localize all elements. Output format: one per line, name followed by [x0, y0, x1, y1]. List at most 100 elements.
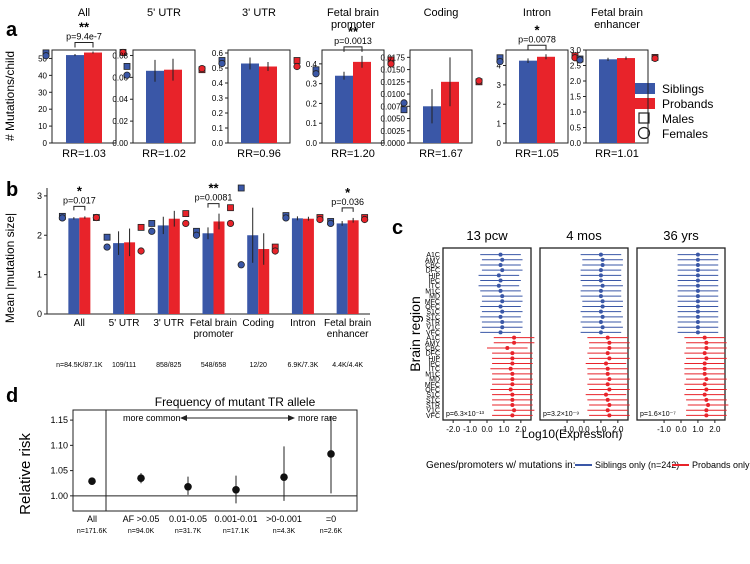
- panel-b-xtick-label: Intron: [290, 318, 316, 329]
- panel-d-point-0: All n=171.6K: [77, 477, 107, 535]
- panel-c-point-probands: [508, 387, 513, 392]
- panel-b-male-sib-marker: [237, 184, 245, 192]
- panel-a-ytick-label: 0.00: [112, 139, 128, 148]
- panel-c-region-label: IPC: [428, 278, 440, 285]
- panel-c-point-siblings: [500, 257, 505, 262]
- panel-c-region-label: ITC: [429, 366, 440, 373]
- panel-b-group-6: Fetal brain enhancer 4.4K/4.4K p=0.036*: [324, 185, 371, 369]
- panel-b-bar-probands: [213, 221, 225, 314]
- panel-a-bar-siblings: [599, 59, 617, 143]
- panel-c-point-probands: [607, 387, 612, 392]
- panel-a-ytick-label: 1: [497, 120, 502, 129]
- panel-c-point-siblings: [498, 314, 503, 319]
- panel-c-point-probands: [510, 403, 515, 408]
- panel-a-ytick-label: 40: [38, 71, 47, 80]
- panel-d-plot: 1.00 1.05 1.10 1.15 All n=171.6K AF >0.05 n=94.…: [50, 409, 358, 535]
- panel-a-ytick-label: 0.4: [212, 79, 224, 88]
- panel-a-female-pro-marker: [651, 54, 659, 62]
- panel-b-pvalue: p=0.0081: [195, 193, 233, 203]
- panel-c-xtick-label: -1.0: [560, 425, 574, 434]
- panel-b-bar-siblings: [202, 233, 214, 314]
- legend-females-label: Females: [662, 127, 708, 141]
- panel-c-point-siblings: [496, 283, 501, 288]
- panel-b-xtick-label: Coding: [242, 318, 274, 329]
- panel-a-female-sib-marker: [42, 52, 50, 60]
- panel-c-xtick-label: 2.0: [709, 425, 721, 434]
- panel-b-n-label: 858/825: [156, 362, 181, 369]
- panel-c-point-siblings: [598, 309, 603, 314]
- panel-c-point-probands: [704, 345, 709, 350]
- panel-b-bar-probands: [168, 218, 180, 314]
- panel-a-stars: **: [348, 24, 359, 39]
- panel-a-ytick-label: 0: [497, 139, 502, 148]
- panel-a-ytick-label: 1.0: [570, 108, 582, 117]
- legend-males-label: Males: [662, 112, 694, 126]
- panel-a-subplot-0: All 0 10 20 30 40 50 RR=1.03 p=9.4e-7**: [38, 7, 127, 160]
- panel-a-male-pro-marker: [293, 57, 301, 64]
- panel-c-point-siblings: [496, 273, 501, 278]
- panel-a-rr-label: RR=1.05: [515, 148, 559, 160]
- panel-c-region-label: V1C: [426, 408, 440, 415]
- panel-a-ytick-label: 0.6: [212, 49, 224, 58]
- legend-females-circle: [637, 126, 651, 140]
- panel-b-female-sib-marker: [282, 214, 290, 222]
- panel-b-n-label: 6.9K/7.3K: [288, 362, 319, 369]
- panel-a-ytick-label: 0.0100: [381, 90, 406, 99]
- panel-c-subplot-title: 36 yrs: [663, 228, 699, 243]
- panel-a-stars: *: [534, 22, 540, 37]
- panel-c-point-probands: [605, 351, 610, 356]
- panel-a-ytick-label: 0.5: [570, 124, 582, 133]
- panel-c-xtick-label: -2.0: [446, 425, 460, 434]
- panel-d-ytick-label: 1.00: [50, 491, 68, 501]
- panel-c-point-probands: [607, 413, 612, 418]
- panel-c-point-siblings: [695, 257, 700, 262]
- panel-c-region-label: M1C: [425, 288, 440, 295]
- panel-c-point-probands: [702, 335, 707, 340]
- panel-c-point-siblings: [695, 252, 700, 257]
- panel-b-xtick-label: 5' UTR: [109, 318, 140, 329]
- panel-c-xtick-label: 1.0: [498, 425, 510, 434]
- panel-c-point-probands: [510, 356, 515, 361]
- panel-c-xtick-label: 1.0: [692, 425, 704, 434]
- panel-b-female-pro-marker: [92, 213, 100, 222]
- legend-males-square: [638, 112, 650, 124]
- panel-c-ylabel: Brain region: [407, 296, 423, 372]
- panel-a-ytick-label: 2: [497, 100, 502, 109]
- panel-d-marker: [137, 474, 145, 482]
- panel-b-female-pro-marker: [316, 215, 324, 224]
- panel-a-ytick-label: 0.04: [112, 95, 128, 104]
- panel-a-ytick-label: 0.1: [306, 119, 318, 128]
- panel-c-point-probands: [607, 345, 612, 350]
- panel-b-pvalue: p=0.017: [63, 195, 96, 205]
- panel-b-female-sib-marker: [237, 261, 245, 269]
- panel-b-bar-probands: [302, 218, 314, 314]
- panel-d-point-5: =0 n=2.6K: [320, 416, 343, 535]
- panel-a-ytick-label: 0.0075: [381, 102, 406, 111]
- panel-d-xtick-label: >0-0.001: [266, 514, 302, 524]
- panel-a-female-pro-marker: [475, 77, 483, 85]
- panel-c-region-label: CBC: [425, 345, 440, 352]
- panel-a-pvalue: p=0.0013: [334, 36, 372, 46]
- panel-c-point-probands: [605, 408, 610, 413]
- panel-d-ytick-label: 1.10: [50, 440, 68, 450]
- panel-b-n-label: 109/111: [112, 362, 136, 369]
- panel-a-ytick-label: 0.2: [212, 109, 224, 118]
- panel-a-ylabel: # Mutations/child: [3, 51, 17, 141]
- panel-c-point-siblings: [498, 288, 503, 293]
- panel-a-female-sib-marker: [576, 56, 584, 64]
- panel-a-ytick-label: 0.3: [212, 94, 224, 103]
- panel-c-region-label: MD: [429, 377, 440, 384]
- panel-c-subplot-title: 4 mos: [566, 228, 602, 243]
- panel-b-xtick-label: 3' UTR: [153, 318, 184, 329]
- panel-a-female-sib-marker: [123, 71, 131, 79]
- panel-a-ytick-label: 0.2: [306, 99, 318, 108]
- panel-d-marker: [88, 477, 96, 486]
- panel-c-region-label: MFC: [425, 382, 440, 389]
- panel-d-ytick-label: 1.05: [50, 466, 68, 476]
- panel-c-xtick-label: -1.0: [657, 425, 671, 434]
- panel-c-label: c: [392, 217, 403, 239]
- panel-b-n-label: 12/20: [249, 362, 267, 369]
- panel-c-point-probands: [510, 351, 515, 356]
- panel-c-region-label: MD: [429, 294, 440, 301]
- panel-a-subplot-title: Fetal brain promoter: [327, 7, 379, 31]
